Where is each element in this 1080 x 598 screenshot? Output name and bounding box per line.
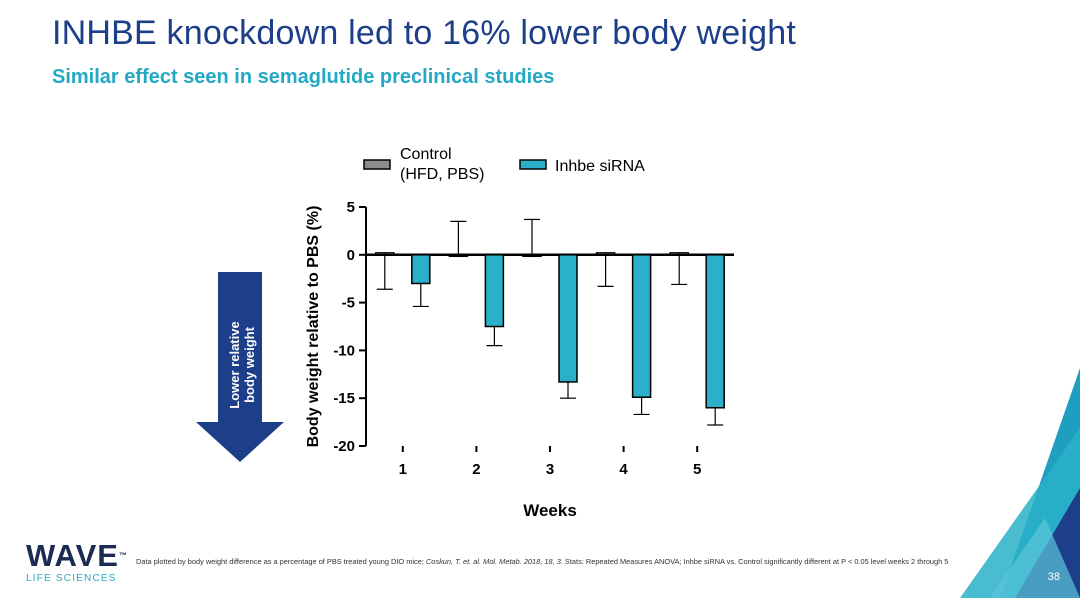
page-number: 38: [1047, 571, 1060, 583]
x-tick-label: 5: [693, 461, 701, 478]
legend-label: Inhbe siRNA: [555, 158, 645, 175]
y-tick-label: -5: [342, 295, 355, 312]
slide-subtitle: Similar effect seen in semaglutide precl…: [52, 66, 555, 88]
footnote-text: Data plotted by body weight difference a…: [136, 557, 426, 566]
logo-tagline: LIFE SCIENCES: [26, 573, 117, 584]
wave-logo: WAVE™ LIFE SCIENCES: [26, 538, 128, 584]
y-tick-label: -20: [333, 438, 355, 455]
legend-swatch: [363, 159, 391, 170]
bar: [558, 254, 578, 383]
y-tick-label: -15: [333, 390, 355, 407]
down-arrow-icon: [196, 272, 284, 462]
x-tick-label: 4: [619, 461, 628, 478]
bar: [484, 254, 505, 328]
y-tick-label: 0: [347, 247, 355, 264]
legend-swatch: [519, 159, 547, 170]
footnote-citation: Coskun, T. et. al. Mol. Metab. 2018, 18,…: [425, 557, 563, 566]
x-tick-label: 1: [399, 461, 407, 478]
slide-title: INHBE knockdown led to 16% lower body we…: [52, 14, 796, 52]
corner-decoration-icon: [960, 368, 1080, 598]
footnote-stats: Stats: Repeated Measures ANOVA; Inhbe si…: [562, 557, 949, 566]
x-tick-label: 3: [546, 461, 554, 478]
legend-label: Control: [400, 146, 452, 163]
bar: [522, 254, 542, 258]
x-axis-label: Weeks: [523, 501, 577, 520]
x-tick-label: 2: [472, 461, 480, 478]
y-tick-label: 5: [347, 199, 355, 216]
trademark-icon: ™: [119, 551, 128, 560]
y-axis-label: Body weight relative to PBS (%): [305, 206, 322, 448]
y-tick-label: -10: [333, 342, 355, 359]
bar: [705, 254, 725, 409]
footnote: Data plotted by body weight difference a…: [136, 557, 996, 567]
bar: [448, 254, 469, 258]
bar: [631, 254, 652, 398]
legend-label: (HFD, PBS): [400, 166, 484, 183]
bar: [411, 254, 431, 285]
logo-name: WAVE: [26, 538, 119, 573]
